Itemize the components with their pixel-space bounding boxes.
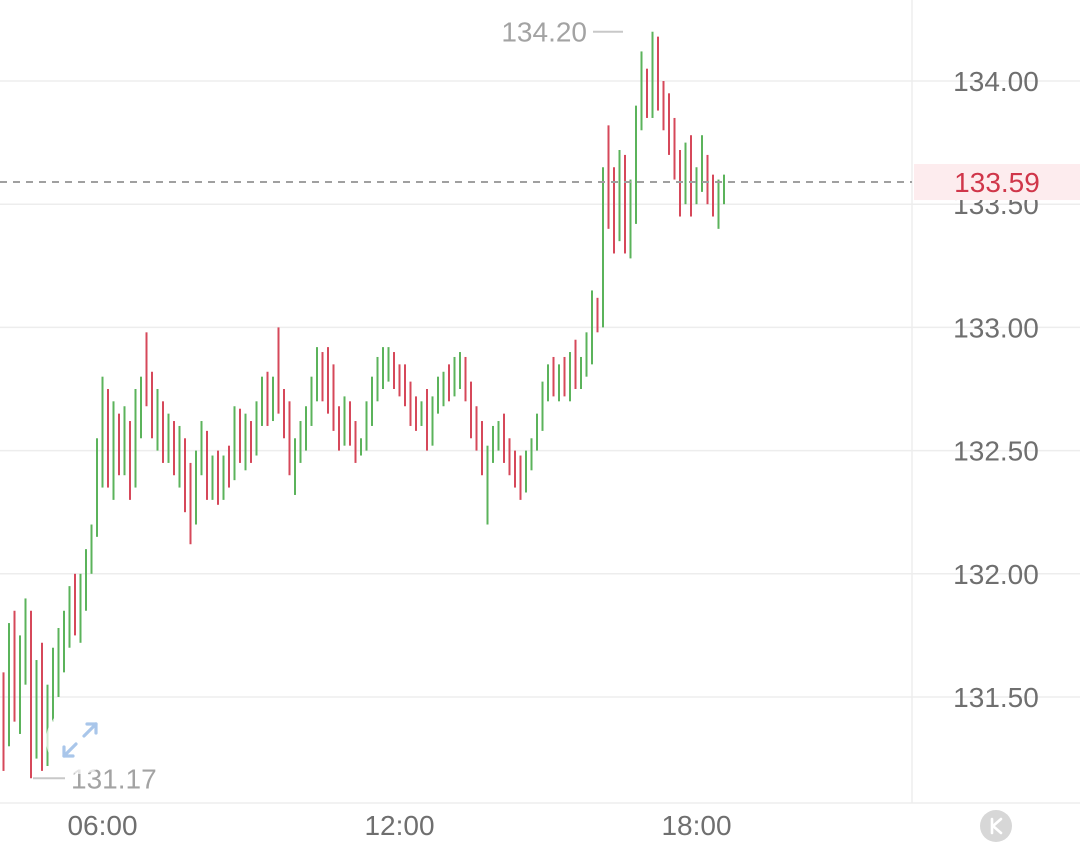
y-tick-label: 134.00 (953, 66, 1039, 97)
price-bars (2, 31, 725, 779)
high-marker: 134.20 (501, 17, 623, 48)
high-label: 134.20 (501, 17, 587, 48)
x-axis: 06:00 12:00 18:00 (67, 810, 731, 841)
y-tick-label: 131.50 (953, 682, 1039, 713)
y-tick-label: 133.00 (953, 312, 1039, 343)
x-tick-label: 12:00 (364, 810, 434, 841)
current-price-badge (914, 164, 1080, 201)
current-price-marker: 133.59 (0, 164, 1080, 201)
x-tick-label: 18:00 (661, 810, 731, 841)
k-badge-icon[interactable] (980, 810, 1012, 842)
current-price-label: 133.59 (954, 167, 1040, 198)
y-tick-label: 132.50 (953, 436, 1039, 467)
x-tick-label: 06:00 (67, 810, 137, 841)
expand-arrows-icon[interactable] (46, 706, 114, 774)
y-tick-label: 132.00 (953, 559, 1039, 590)
